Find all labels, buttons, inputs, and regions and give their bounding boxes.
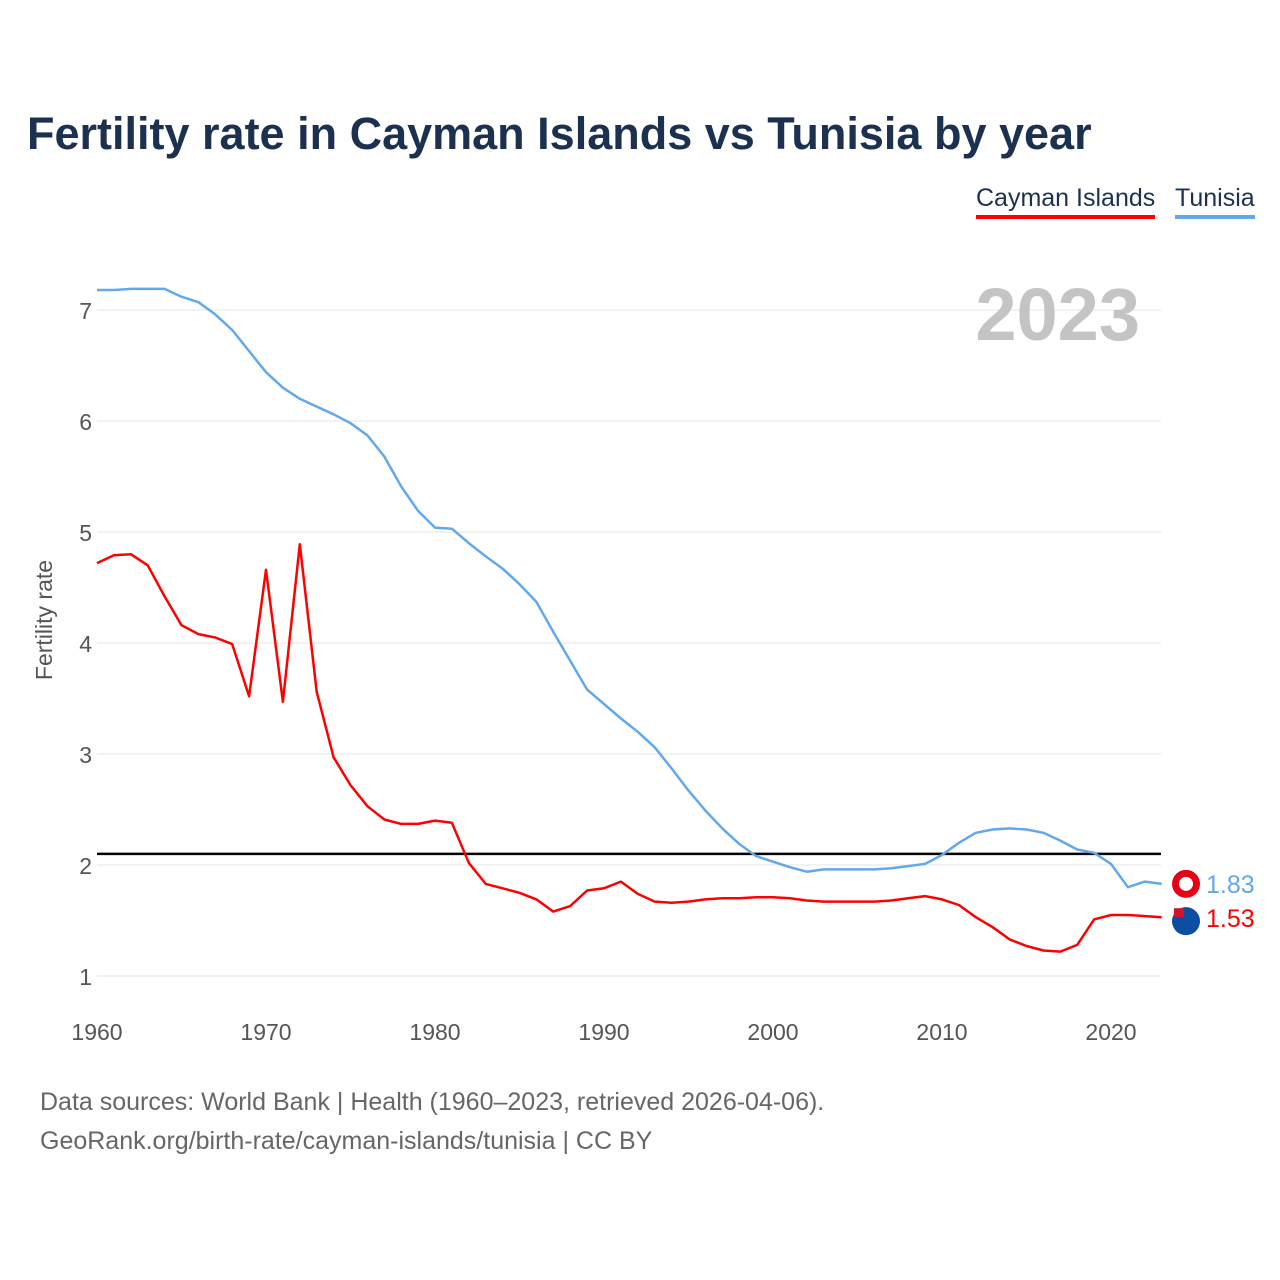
source-url: GeoRank.org/birth-rate/cayman-islands/tu…	[40, 1127, 653, 1155]
y-tick-label: 3	[79, 742, 92, 768]
end-value-cayman-islands: 1.53	[1206, 905, 1255, 933]
x-tick-label: 1980	[409, 1019, 460, 1045]
x-tick-label: 1970	[240, 1019, 291, 1045]
y-tick-label: 1	[79, 964, 92, 990]
source-note: Data sources: World Bank | Health (1960–…	[40, 1088, 825, 1116]
y-tick-label: 4	[79, 631, 92, 657]
y-tick-label: 7	[79, 298, 92, 324]
y-axis-label: Fertility rate	[31, 560, 57, 680]
y-tick-label: 5	[79, 520, 92, 546]
y-tick-label: 6	[79, 409, 92, 435]
end-value-tunisia: 1.83	[1206, 871, 1255, 899]
x-tick-label: 2010	[916, 1019, 967, 1045]
x-tick-label: 1990	[578, 1019, 629, 1045]
chart-title: Fertility rate in Cayman Islands vs Tuni…	[27, 108, 1092, 159]
tunisia-flag-icon	[1179, 876, 1193, 891]
year-watermark: 2023	[975, 273, 1140, 356]
legend-cayman-islands[interactable]: Cayman Islands	[976, 184, 1156, 219]
x-tick-label: 2020	[1085, 1019, 1136, 1045]
x-tick-label: 2000	[747, 1019, 798, 1045]
series-line-cayman-islands	[96, 542, 1162, 953]
y-tick-label: 2	[79, 853, 92, 879]
legend-tunisia[interactable]: Tunisia	[1175, 184, 1255, 219]
x-tick-label: 1960	[71, 1019, 122, 1045]
cayman-islands-flag-icon	[1174, 908, 1184, 918]
series-line-tunisia	[97, 287, 1162, 889]
